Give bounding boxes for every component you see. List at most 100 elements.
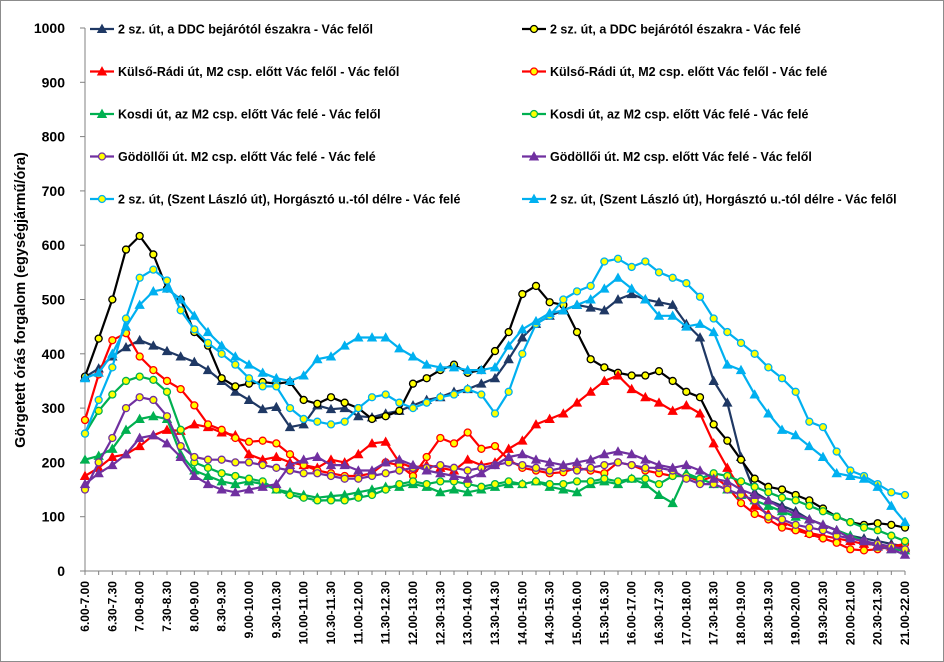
data-point bbox=[148, 410, 159, 421]
data-point bbox=[832, 447, 841, 456]
data-point bbox=[612, 370, 624, 380]
data-point bbox=[899, 516, 911, 527]
data-point bbox=[845, 470, 856, 480]
data-point bbox=[135, 231, 144, 241]
data-point bbox=[709, 420, 718, 429]
data-point bbox=[477, 482, 486, 491]
data-point bbox=[900, 490, 910, 500]
legend-label: 2 sz. út, a DDC bejárótól északra - Vác … bbox=[118, 23, 373, 37]
data-point bbox=[750, 474, 759, 483]
data-point bbox=[462, 473, 473, 483]
data-point bbox=[190, 401, 199, 410]
data-point bbox=[682, 279, 691, 288]
data-point bbox=[763, 495, 774, 505]
data-point bbox=[517, 332, 528, 342]
data-point bbox=[258, 382, 267, 391]
data-point bbox=[257, 481, 268, 491]
data-point bbox=[436, 433, 445, 443]
legend-item: Külső-Rádi út, M2 csp. előtt Vác felől -… bbox=[90, 65, 399, 79]
x-tick-label: 9.00-10.00 bbox=[242, 581, 256, 639]
data-point bbox=[107, 459, 118, 470]
data-point bbox=[312, 451, 323, 461]
data-point bbox=[257, 403, 268, 414]
data-point bbox=[585, 294, 596, 304]
x-tick-label: 11.00-12.00 bbox=[351, 581, 365, 645]
data-point bbox=[395, 406, 404, 415]
data-point bbox=[394, 454, 405, 464]
data-point bbox=[736, 498, 746, 508]
data-point bbox=[353, 410, 364, 421]
data-point bbox=[217, 469, 226, 478]
data-point bbox=[723, 436, 732, 445]
data-point bbox=[490, 409, 500, 418]
data-point bbox=[366, 465, 378, 475]
data-point bbox=[258, 460, 267, 470]
data-point bbox=[176, 384, 185, 394]
data-point bbox=[694, 465, 706, 475]
data-point bbox=[380, 332, 391, 342]
data-point bbox=[161, 424, 173, 434]
data-point bbox=[285, 490, 295, 500]
data-point bbox=[107, 443, 118, 453]
data-point bbox=[735, 484, 747, 494]
y-tick-label: 900 bbox=[42, 74, 66, 90]
data-point bbox=[230, 386, 241, 396]
data-point bbox=[120, 448, 132, 459]
data-point bbox=[148, 286, 159, 296]
data-point bbox=[723, 485, 732, 494]
data-point bbox=[846, 517, 855, 527]
data-point bbox=[790, 429, 801, 440]
data-point bbox=[422, 374, 431, 383]
data-point bbox=[448, 362, 460, 372]
data-point bbox=[217, 374, 226, 383]
data-point bbox=[668, 376, 677, 386]
data-point bbox=[381, 412, 390, 421]
data-point bbox=[586, 281, 595, 291]
data-point bbox=[202, 364, 214, 375]
data-point bbox=[449, 390, 459, 399]
x-tick-label: 16.30-17.30 bbox=[652, 581, 666, 645]
data-point bbox=[244, 474, 254, 483]
data-point bbox=[722, 476, 733, 486]
data-point bbox=[545, 298, 554, 307]
data-point bbox=[175, 451, 186, 461]
data-point bbox=[395, 479, 404, 489]
legend-label: Kosdi út, az M2 csp. előtt Vác felé - Vá… bbox=[550, 108, 808, 122]
data-point bbox=[189, 419, 200, 429]
data-point bbox=[641, 474, 650, 483]
data-point bbox=[805, 501, 814, 510]
data-point bbox=[599, 305, 610, 315]
data-point bbox=[244, 437, 254, 446]
x-tick-label: 6.00-7.00 bbox=[78, 581, 92, 632]
data-point bbox=[804, 440, 815, 451]
data-point bbox=[149, 265, 158, 274]
data-point bbox=[530, 419, 542, 429]
data-point bbox=[887, 531, 896, 540]
data-point bbox=[94, 395, 103, 405]
data-point bbox=[873, 526, 882, 535]
data-point bbox=[641, 257, 650, 266]
legend-item: Gödöllői út. M2 csp. előtt Vác felé - Vá… bbox=[522, 150, 812, 164]
data-point bbox=[435, 362, 446, 372]
data-point bbox=[695, 292, 705, 301]
data-point bbox=[203, 338, 213, 348]
data-point bbox=[366, 438, 378, 448]
data-point bbox=[380, 457, 391, 467]
data-point bbox=[504, 387, 513, 396]
y-tick-label: 1000 bbox=[34, 20, 65, 36]
data-point bbox=[859, 546, 869, 555]
data-point bbox=[326, 420, 336, 429]
legend-swatch-marker bbox=[96, 66, 108, 76]
data-point bbox=[353, 332, 364, 342]
data-point bbox=[722, 397, 733, 407]
data-point bbox=[408, 379, 418, 388]
data-point bbox=[845, 533, 856, 543]
data-point bbox=[421, 465, 432, 475]
data-point bbox=[108, 363, 117, 372]
data-point bbox=[325, 459, 337, 470]
data-point bbox=[149, 395, 158, 405]
data-point bbox=[818, 422, 828, 432]
legend-label: Külső-Rádi út, M2 csp. előtt Vác felől -… bbox=[550, 65, 827, 79]
data-point bbox=[216, 340, 227, 350]
data-point bbox=[216, 484, 227, 494]
